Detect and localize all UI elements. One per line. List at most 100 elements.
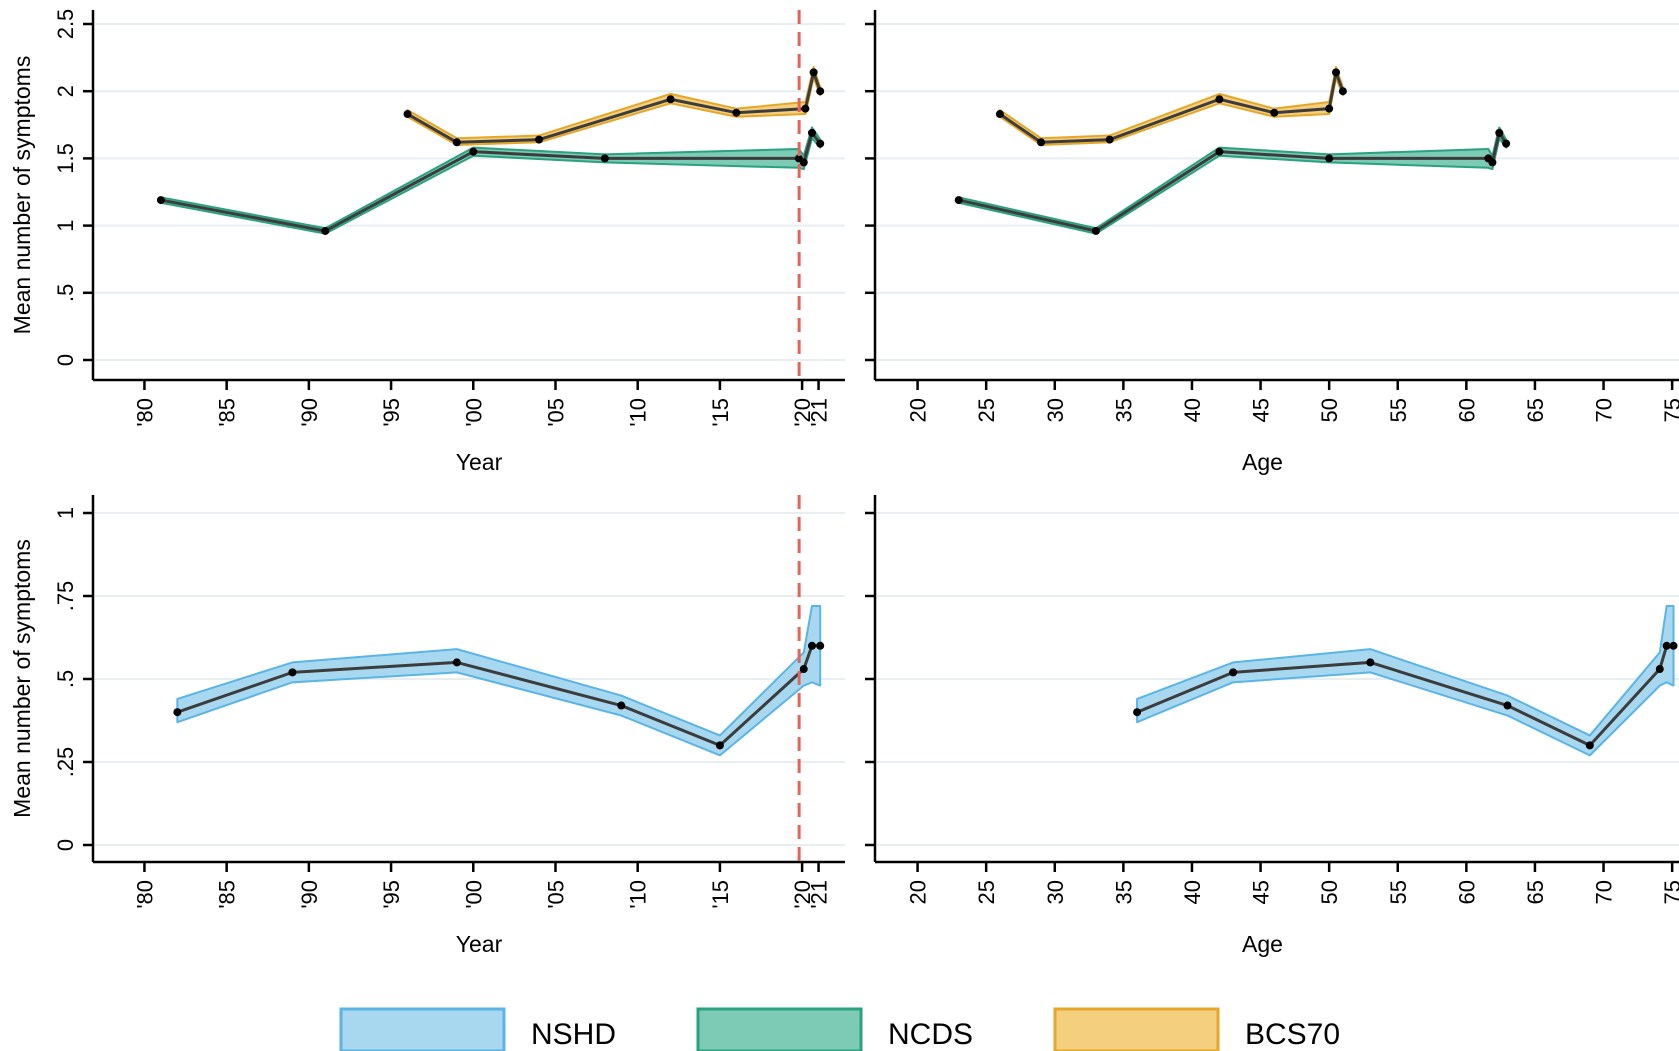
x-tick-label: 40 (1180, 880, 1205, 904)
x-tick-label: 70 (1592, 880, 1617, 904)
x-tick-label: 20 (906, 880, 931, 904)
y-tick-label: 2 (53, 85, 78, 97)
x-tick-label: '90 (297, 398, 322, 427)
x-tick-label: '95 (379, 398, 404, 427)
data-point (156, 196, 165, 205)
y-tick-label: 1 (53, 219, 78, 231)
data-point (1366, 658, 1375, 667)
x-tick-label: '85 (215, 880, 240, 909)
ci-band-BCS70 (998, 66, 1344, 146)
data-point (801, 104, 810, 113)
x-tick-label: '10 (626, 398, 651, 427)
panel-bottom-left: 0 .25 .5 .75 1 '80 '85 '90 '95 '00 '05 '10 '15 '20'21… (9, 495, 845, 957)
x-tick-label: 30 (1043, 398, 1068, 422)
x-axis-title: Year (456, 449, 503, 475)
ci-band-NSHD (176, 604, 822, 757)
data-point (1655, 665, 1664, 674)
data-point (403, 110, 412, 119)
data-point (1215, 95, 1224, 104)
data-point (809, 68, 818, 77)
x-axis-title: Age (1242, 449, 1283, 475)
data-point (1338, 87, 1347, 96)
legend: NSHD NCDS BCS70 (339, 1007, 1340, 1051)
data-point (1105, 135, 1114, 144)
x-tick-label: '20 (790, 398, 815, 427)
x-tick-label: 20 (906, 398, 931, 422)
legend-swatch-NSHD (339, 1007, 506, 1051)
data-point (321, 226, 330, 235)
y-axis-title: Mean number of symptoms (9, 539, 35, 818)
data-point (452, 658, 461, 667)
x-tick-label: '15 (708, 880, 733, 909)
x-tick-label: '10 (626, 880, 651, 909)
x-tick-label: 55 (1386, 880, 1411, 904)
series-line-NCDS (958, 131, 1508, 233)
x-tick-label: '15 (708, 398, 733, 427)
data-point (173, 708, 182, 717)
y-tick-label: .75 (53, 581, 78, 612)
data-point (1488, 158, 1497, 167)
ci-band-NSHD (1136, 604, 1675, 757)
y-tick-label: 0 (53, 839, 78, 851)
x-tick-label: 75 (1660, 398, 1679, 422)
x-tick-label: 35 (1111, 398, 1136, 422)
y-tick-label: .5 (53, 670, 78, 688)
series-line-NSHD (1136, 644, 1674, 747)
x-tick-label: '80 (132, 880, 157, 909)
x-axis-title: Year (456, 931, 503, 957)
panel-top-left: 0 .5 1 1.5 2 2.5 '80 '85 '90 '95 '00 '05 '10 '15 '20'2… (9, 9, 845, 475)
x-tick-label: '20 (790, 880, 815, 909)
data-point (816, 641, 825, 650)
data-point (288, 668, 297, 677)
data-point (1669, 641, 1678, 650)
data-point (535, 135, 544, 144)
x-tick-label: '00 (461, 880, 486, 909)
x-tick-label: 25 (974, 398, 999, 422)
data-point (732, 108, 741, 117)
y-tick-label: .25 (53, 747, 78, 778)
data-point (1662, 641, 1671, 650)
series-line-NSHD (176, 644, 821, 747)
x-axis-title: Age (1242, 931, 1283, 957)
legend-item-BCS70: BCS70 (1053, 1007, 1340, 1051)
series-NCDS (954, 126, 1511, 235)
legend-item-NCDS: NCDS (696, 1007, 973, 1051)
data-point (452, 138, 461, 147)
x-tick-label: 25 (974, 880, 999, 904)
ci-band-BCS70 (406, 66, 822, 146)
data-point (1215, 147, 1224, 156)
data-point (1133, 708, 1142, 717)
data-point (799, 158, 808, 167)
data-point (799, 665, 808, 674)
x-tick-label: '00 (461, 398, 486, 427)
data-point (1037, 138, 1046, 147)
x-tick-label: '90 (297, 880, 322, 909)
x-tick-label: '21 (807, 398, 832, 427)
x-tick-label: 45 (1249, 398, 1274, 422)
data-point (954, 196, 963, 205)
y-tick-label: 1 (53, 507, 78, 519)
data-point (1503, 701, 1512, 710)
data-point (1495, 128, 1504, 137)
data-point (1585, 741, 1594, 750)
x-tick-label: 30 (1043, 880, 1068, 904)
x-tick-label: 40 (1180, 398, 1205, 422)
panel-top-right: 20 25 30 35 40 45 50 55 60 65 70 75 Age (865, 10, 1679, 475)
legend-label-NCDS: NCDS (888, 1018, 973, 1051)
legend-swatch-BCS70 (1053, 1007, 1220, 1051)
legend-label-BCS70: BCS70 (1245, 1018, 1340, 1051)
data-point (1332, 68, 1341, 77)
y-tick-label: 2.5 (53, 9, 78, 40)
y-tick-label: 1.5 (53, 143, 78, 174)
data-point (1325, 154, 1334, 163)
panel-bottom-right: 20 25 30 35 40 45 50 55 60 65 70 75 Age (865, 495, 1679, 957)
data-point (469, 147, 478, 156)
legend-label-NSHD: NSHD (531, 1018, 616, 1051)
legend-swatch-NCDS (696, 1007, 863, 1051)
x-tick-label: '85 (215, 398, 240, 427)
data-point (1091, 226, 1100, 235)
y-tick-label: 0 (53, 354, 78, 366)
x-tick-label: 70 (1592, 398, 1617, 422)
x-tick-label: '21 (807, 880, 832, 909)
